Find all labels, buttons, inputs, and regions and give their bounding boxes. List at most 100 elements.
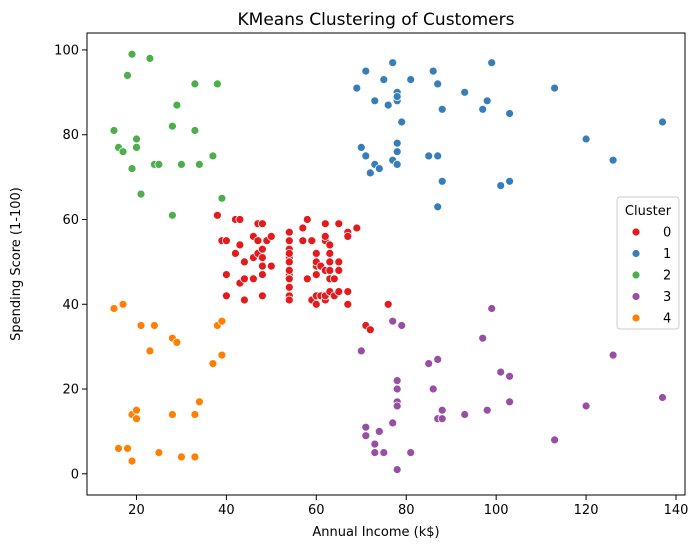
data-point-cluster-1 xyxy=(437,104,447,114)
legend-label-2: 2 xyxy=(663,269,671,284)
data-point-cluster-1 xyxy=(437,176,447,186)
data-point-cluster-1 xyxy=(478,104,488,114)
data-point-cluster-0 xyxy=(284,248,294,258)
legend: Cluster 0 1 2 3 4 xyxy=(616,196,680,330)
data-point-cluster-4 xyxy=(118,299,128,309)
data-point-cluster-2 xyxy=(217,193,227,203)
data-point-cluster-1 xyxy=(361,151,371,161)
data-point-cluster-0 xyxy=(298,236,308,246)
data-point-cluster-4 xyxy=(154,448,164,458)
data-point-cluster-2 xyxy=(132,134,141,144)
data-point-cluster-0 xyxy=(284,295,294,305)
data-point-cluster-1 xyxy=(460,87,470,97)
legend-label-0: 0 xyxy=(663,226,671,241)
data-points xyxy=(109,49,667,475)
data-point-cluster-4 xyxy=(114,443,123,453)
data-point-cluster-3 xyxy=(505,397,515,407)
data-point-cluster-0 xyxy=(302,274,312,284)
legend-title: Cluster xyxy=(625,204,672,219)
data-point-cluster-0 xyxy=(257,219,267,229)
data-point-cluster-0 xyxy=(235,215,245,224)
data-point-cluster-4 xyxy=(190,410,200,419)
x-axis-label: Annual Income (k$) xyxy=(312,525,439,540)
data-point-cluster-1 xyxy=(482,96,492,106)
data-point-cluster-0 xyxy=(221,291,231,301)
data-point-cluster-3 xyxy=(496,367,506,377)
data-point-cluster-3 xyxy=(406,448,416,458)
y-tick-label: 80 xyxy=(62,128,79,143)
data-point-cluster-0 xyxy=(311,248,321,258)
data-point-cluster-4 xyxy=(109,304,119,313)
data-point-cluster-3 xyxy=(581,401,591,411)
data-point-cluster-3 xyxy=(433,354,443,364)
data-point-cluster-4 xyxy=(132,414,141,424)
data-point-cluster-1 xyxy=(356,142,366,152)
legend-marker-2 xyxy=(631,270,641,280)
data-point-cluster-2 xyxy=(167,210,177,220)
data-point-cluster-0 xyxy=(334,265,344,275)
data-point-cluster-1 xyxy=(487,58,497,68)
data-point-cluster-4 xyxy=(123,443,132,453)
data-point-cluster-3 xyxy=(392,401,402,411)
data-point-cluster-0 xyxy=(302,215,312,224)
data-point-cluster-1 xyxy=(370,96,380,106)
data-point-cluster-2 xyxy=(145,54,155,63)
y-tick-label: 20 xyxy=(62,383,79,398)
y-tick-label: 100 xyxy=(54,43,79,58)
data-point-cluster-2 xyxy=(127,164,137,174)
data-point-cluster-3 xyxy=(374,426,384,436)
legend-marker-1 xyxy=(631,249,641,258)
data-point-cluster-1 xyxy=(433,151,443,161)
data-point-cluster-3 xyxy=(397,321,407,330)
data-point-cluster-3 xyxy=(392,376,402,386)
data-point-cluster-0 xyxy=(235,240,245,250)
data-point-cluster-4 xyxy=(217,350,227,360)
data-point-cluster-0 xyxy=(325,257,335,267)
data-point-cluster-3 xyxy=(370,448,380,458)
data-point-cluster-0 xyxy=(239,257,249,267)
data-point-cluster-4 xyxy=(190,452,200,462)
x-tick-label: 100 xyxy=(484,503,509,518)
data-point-cluster-2 xyxy=(109,126,119,135)
data-point-cluster-3 xyxy=(388,418,398,428)
data-point-cluster-0 xyxy=(352,223,362,233)
legend-marker-0 xyxy=(631,227,641,237)
data-point-cluster-3 xyxy=(388,316,398,326)
data-point-cluster-1 xyxy=(383,100,393,110)
data-point-cluster-3 xyxy=(482,405,492,415)
plot-frame xyxy=(86,32,686,496)
data-point-cluster-4 xyxy=(176,452,186,462)
data-point-cluster-4 xyxy=(167,410,177,419)
data-point-cluster-0 xyxy=(257,291,267,301)
data-point-cluster-0 xyxy=(253,236,263,246)
data-point-cluster-3 xyxy=(392,384,402,394)
data-point-cluster-0 xyxy=(334,257,344,267)
data-point-cluster-3 xyxy=(658,393,667,402)
data-point-cluster-0 xyxy=(383,299,393,309)
data-point-cluster-4 xyxy=(127,456,137,466)
data-point-cluster-0 xyxy=(284,282,294,292)
data-point-cluster-1 xyxy=(365,168,375,178)
data-point-cluster-0 xyxy=(284,236,294,246)
data-point-cluster-2 xyxy=(167,121,177,131)
data-point-cluster-4 xyxy=(145,346,155,356)
data-point-cluster-1 xyxy=(496,181,506,191)
data-point-cluster-0 xyxy=(311,299,321,309)
data-point-cluster-3 xyxy=(392,465,402,475)
data-point-cluster-2 xyxy=(190,79,200,89)
legend-marker-3 xyxy=(631,292,641,301)
data-point-cluster-0 xyxy=(365,325,375,335)
x-tick-label: 120 xyxy=(574,503,599,518)
y-tick-label: 60 xyxy=(62,213,79,228)
data-point-cluster-0 xyxy=(257,253,267,263)
data-point-cluster-4 xyxy=(217,316,227,326)
data-point-cluster-4 xyxy=(149,321,159,330)
data-point-cluster-2 xyxy=(136,189,146,199)
data-point-cluster-0 xyxy=(325,265,335,275)
data-point-cluster-2 xyxy=(208,151,218,161)
data-point-cluster-3 xyxy=(505,371,515,381)
x-tick-label: 40 xyxy=(218,503,235,518)
data-point-cluster-0 xyxy=(320,219,330,229)
